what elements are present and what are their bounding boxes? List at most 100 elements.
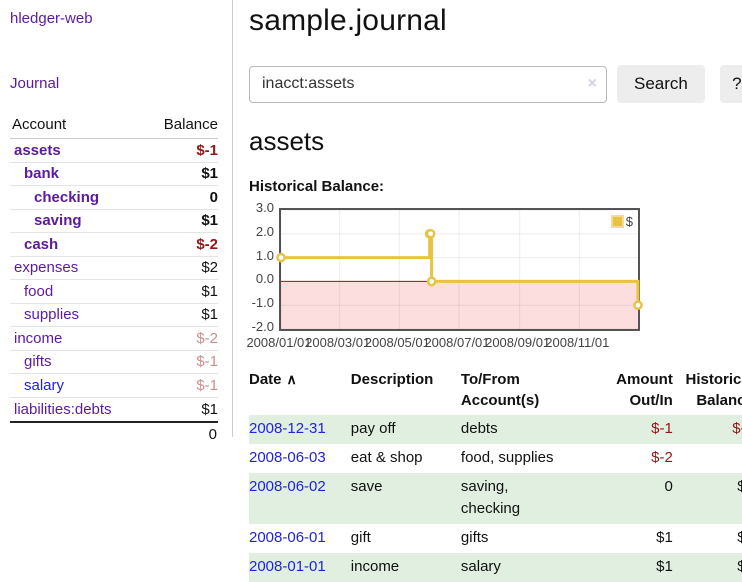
transaction-amount-cell: $-1 [651, 420, 673, 437]
transaction-balance-cell: $-1 [732, 420, 742, 437]
transaction-row: 2008-01-01 income salary $1 $1 [249, 553, 742, 582]
transaction-amount-cell: 0 [664, 478, 673, 495]
x-axis-tick-label: 2008/09/01 [485, 335, 551, 350]
column-header-historical-balance: Historical Balance [685, 371, 742, 409]
account-link-salary[interactable]: salary [24, 376, 65, 394]
account-link-cash[interactable]: cash [24, 235, 59, 253]
transaction-date-link[interactable]: 2008-06-03 [249, 449, 326, 466]
help-button[interactable]: ? [719, 65, 742, 103]
account-balance: 0 [209, 188, 218, 206]
sidebar: hledger-web Journal Account Balance asse… [0, 0, 233, 443]
sidebar-item-journal[interactable]: Journal [10, 75, 60, 92]
accounts-total-value: 0 [208, 426, 217, 443]
transaction-accounts-cell: debts [460, 420, 498, 437]
accounts-table-header: Account Balance [10, 114, 218, 139]
transaction-row: 2008-06-01 gift gifts $1 $2 [249, 524, 742, 553]
account-link-gifts[interactable]: gifts [24, 353, 52, 371]
account-link-expenses[interactable]: expenses [14, 259, 79, 277]
legend-swatch-icon [610, 215, 624, 228]
transaction-date-link[interactable]: 2008-06-01 [249, 529, 326, 546]
account-balance: $1 [201, 165, 218, 183]
search-button[interactable]: Search [617, 65, 705, 103]
accounts-table: Account Balance assets $-1 bank $1 checking 0… [10, 114, 218, 443]
account-balance: $2 [201, 259, 218, 277]
y-axis-tick-label: -2.0 [251, 319, 274, 334]
transaction-row: 2008-12-31 pay off debts $-1 $-1 [249, 415, 742, 444]
account-row: bank $1 [10, 163, 218, 186]
x-axis-tick-label: 2008/05/01 [364, 335, 430, 350]
transaction-date-cell: 2008-12-31 [249, 415, 351, 444]
transaction-description-cell: pay off [350, 420, 396, 437]
transaction-row: 2008-06-02 save saving, checking 0 $2 [249, 473, 742, 524]
balance-column-header: Balance [163, 116, 218, 133]
transaction-date-link[interactable]: 2008-12-31 [249, 420, 326, 437]
account-row: saving $1 [10, 210, 218, 233]
transaction-balance-cell: $1 [737, 558, 742, 575]
account-row: income $-2 [10, 327, 218, 351]
x-axis-tick-label: 2008/03/01 [305, 335, 371, 350]
account-row: assets $-1 [10, 139, 218, 163]
app-title-link[interactable]: hledger-web [10, 10, 93, 27]
transaction-row: 2008-06-03 eat & shop food, supplies $-20 [249, 444, 742, 473]
transaction-accounts-cell: food, supplies [460, 449, 554, 466]
search-input[interactable] [249, 65, 607, 103]
account-row: liabilities:debts $1 [10, 398, 218, 422]
transaction-description-cell: income [350, 558, 400, 575]
search-bar: × Search ? [249, 65, 742, 103]
transaction-amount-cell: $1 [656, 529, 673, 546]
x-axis-tick-label: 2008/07/01 [424, 335, 490, 350]
column-header-date[interactable]: Date ∧ [249, 371, 297, 388]
account-link-income[interactable]: income [14, 329, 63, 347]
account-balance: $1 [201, 306, 218, 324]
y-axis-tick-label: 2.0 [255, 223, 274, 239]
register-table: Date ∧ Description To/From Account(s) Amount… [249, 367, 742, 582]
legend-label: $ [625, 214, 633, 229]
transaction-description-cell: gift [350, 529, 371, 546]
transaction-amount-cell: $1 [656, 558, 673, 575]
transaction-date-cell: 2008-06-03 [249, 444, 351, 473]
account-link-saving[interactable]: saving [34, 212, 82, 230]
account-row: expenses $2 [10, 257, 218, 280]
transaction-date-cell: 2008-01-01 [249, 553, 351, 582]
chart-heading: Historical Balance: [249, 178, 385, 195]
transaction-description-cell: eat & shop [350, 449, 423, 466]
accounts-total-row: 0 [10, 421, 218, 443]
account-balance: $-1 [196, 141, 218, 159]
account-row: cash $-2 [10, 233, 218, 257]
page-title: sample.journal [249, 4, 447, 37]
column-header-amount-out-in: Amount Out/In [616, 371, 673, 409]
historical-balance-chart: $ 3.0 2.0 1.0 0.0 -1.0 -2.0 2008/01/01 2008/03/… [246, 201, 742, 350]
column-header-description: Description [350, 371, 434, 388]
transaction-accounts-cell: salary [460, 558, 501, 575]
chart-plot-area: $ [276, 208, 643, 331]
account-link-liabilities:debts[interactable]: liabilities:debts [14, 400, 112, 418]
sort-ascending-icon: ∧ [286, 371, 297, 387]
account-row: salary $-1 [10, 374, 218, 398]
account-link-assets[interactable]: assets [14, 141, 61, 159]
transaction-balance-cell: $2 [737, 478, 742, 495]
account-column-header: Account [12, 116, 67, 133]
account-link-checking[interactable]: checking [34, 188, 100, 206]
transaction-date-link[interactable]: 2008-06-02 [249, 478, 326, 495]
clear-search-icon[interactable]: × [587, 74, 597, 92]
account-link-supplies[interactable]: supplies [24, 306, 80, 324]
account-balance: $-2 [196, 235, 218, 253]
account-balance: $-1 [196, 353, 218, 371]
transaction-description-cell: save [350, 478, 383, 495]
account-row: supplies $1 [10, 304, 218, 327]
account-balance: $1 [201, 212, 218, 230]
account-row: gifts $-1 [10, 351, 218, 374]
account-link-bank[interactable]: bank [24, 165, 60, 183]
account-balance: $1 [201, 400, 218, 418]
account-link-food[interactable]: food [24, 282, 54, 300]
transaction-date-link[interactable]: 2008-01-01 [249, 558, 326, 575]
chart-legend: $ [608, 213, 635, 230]
x-axis-tick-label: 2008/01/01 [246, 335, 312, 350]
account-balance: $1 [201, 282, 218, 300]
transaction-accounts-cell: gifts [460, 529, 489, 546]
transaction-date-cell: 2008-06-01 [249, 524, 351, 553]
column-header-to-from-account-s-: To/From Account(s) [460, 371, 540, 409]
transaction-balance-cell: $2 [737, 529, 742, 546]
y-axis-tick-label: -1.0 [251, 295, 274, 311]
account-row: checking 0 [10, 186, 218, 210]
